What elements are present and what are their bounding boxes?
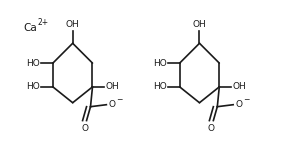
Text: OH: OH (66, 20, 79, 29)
Text: HO: HO (153, 59, 167, 68)
Text: HO: HO (26, 82, 40, 91)
Text: Ca: Ca (23, 23, 37, 33)
Text: OH: OH (192, 20, 206, 29)
Text: O: O (108, 100, 115, 109)
Text: HO: HO (26, 59, 40, 68)
Text: OH: OH (232, 82, 246, 91)
Text: O: O (208, 124, 215, 132)
Text: −: − (243, 95, 249, 104)
Text: O: O (81, 124, 88, 132)
Text: 2+: 2+ (37, 18, 48, 27)
Text: HO: HO (153, 82, 167, 91)
Text: OH: OH (105, 82, 119, 91)
Text: O: O (235, 100, 242, 109)
Text: −: − (116, 95, 123, 104)
